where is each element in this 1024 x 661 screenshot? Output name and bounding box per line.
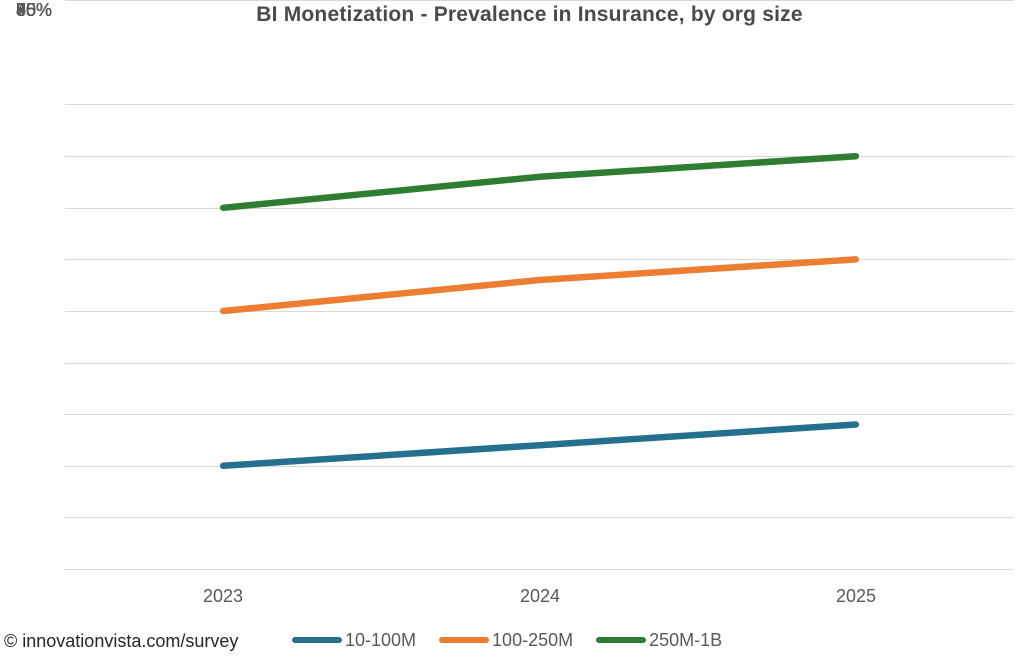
gridline-65 xyxy=(65,363,1014,364)
y-axis-tick: 80% xyxy=(15,0,52,20)
legend-item-100-250m: 100-250M xyxy=(439,630,573,651)
y-axis-tick: 90% xyxy=(15,0,52,20)
gridline-40 xyxy=(65,0,1014,1)
gridline-55 xyxy=(65,466,1014,467)
y-axis-tick: 40% xyxy=(15,0,52,20)
gridline-80 xyxy=(65,208,1014,209)
y-axis-tick: 45% xyxy=(15,0,52,20)
gridline-70 xyxy=(65,311,1014,312)
chart-legend: 10-100M 100-250M 250M-1B xyxy=(292,629,722,651)
y-axis-tick: 55% xyxy=(15,0,52,20)
gridline-60 xyxy=(65,414,1014,415)
y-axis-tick: 85% xyxy=(15,0,52,20)
legend-item-10-100m: 10-100M xyxy=(292,630,416,651)
legend-item-250m-1b: 250M-1B xyxy=(596,630,722,651)
gridline-90 xyxy=(65,104,1014,105)
legend-label: 100-250M xyxy=(492,629,574,650)
series-line-100-250m xyxy=(219,256,860,315)
gridline-85 xyxy=(65,156,1014,157)
series-line-250m-1b xyxy=(219,152,860,212)
legend-swatch-icon xyxy=(439,637,490,643)
source-credit: © innovationvista.com/survey xyxy=(4,631,239,651)
legend-swatch-icon xyxy=(292,637,342,643)
x-axis-tick: 2024 xyxy=(519,586,561,606)
x-axis-tick: 2023 xyxy=(202,586,244,606)
legend-label: 10-100M xyxy=(345,629,417,650)
x-axis-tick: 2025 xyxy=(835,586,877,606)
legend-swatch-icon xyxy=(596,637,647,643)
y-axis-tick: 50% xyxy=(15,0,52,20)
gridline-45 xyxy=(65,569,1014,570)
y-axis-tick: 60% xyxy=(15,0,52,20)
y-axis-tick: 75% xyxy=(15,0,52,20)
legend-label: 250M-1B xyxy=(649,629,723,650)
chart-title: BI Monetization - Prevalence in Insuranc… xyxy=(256,3,803,26)
gridline-75 xyxy=(65,259,1014,260)
y-axis-tick: 65% xyxy=(15,0,52,20)
series-line-10-100m xyxy=(219,421,860,470)
y-axis-tick: 70% xyxy=(15,0,52,20)
gridline-50 xyxy=(65,517,1014,518)
